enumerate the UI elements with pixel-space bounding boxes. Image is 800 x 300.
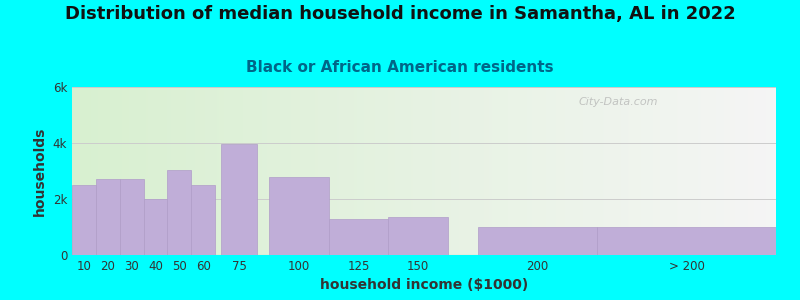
Bar [329, 219, 388, 255]
Bar [120, 179, 143, 255]
Text: City-Data.com: City-Data.com [579, 97, 658, 107]
Bar [221, 144, 257, 255]
Bar [191, 185, 215, 255]
Bar [96, 179, 120, 255]
Bar [143, 199, 167, 255]
Bar [72, 185, 96, 255]
Text: Distribution of median household income in Samantha, AL in 2022: Distribution of median household income … [65, 4, 735, 22]
Bar [597, 227, 776, 255]
X-axis label: household income ($1000): household income ($1000) [320, 278, 528, 292]
Text: Black or African American residents: Black or African American residents [246, 60, 554, 75]
Bar [167, 169, 191, 255]
Bar [478, 227, 597, 255]
Bar [269, 177, 329, 255]
Bar [388, 217, 448, 255]
Y-axis label: households: households [34, 126, 47, 216]
